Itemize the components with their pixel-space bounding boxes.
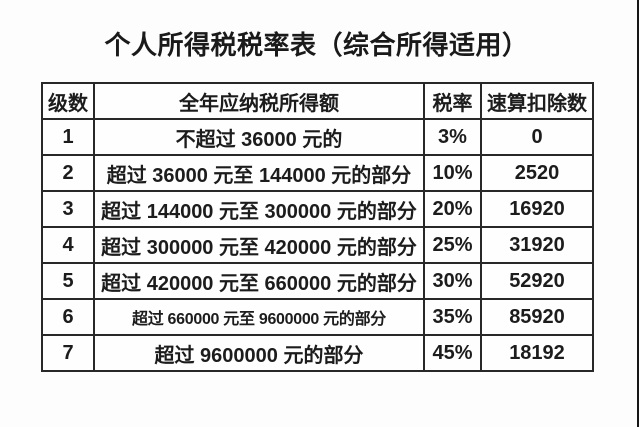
rate-cell: 3%	[423, 118, 482, 156]
income-cell: 超过 420000 元至 660000 元的部分	[93, 262, 425, 300]
income-cell: 超过 36000 元至 144000 元的部分	[93, 154, 425, 192]
income-text: 超过 36000 元至 144000 元的部分	[106, 164, 412, 187]
level-cell: 2	[41, 154, 95, 192]
rate-cell: 30%	[423, 262, 482, 300]
table-row: 1 不超过 36000 元的 3% 0	[41, 118, 594, 156]
income-cell: 超过 300000 元至 420000 元的部分	[93, 226, 425, 264]
income-text: 超过 660000 元至 9600000 元的部分	[132, 311, 386, 328]
table-row: 6 超过 660000 元至 9600000 元的部分 35% 85920	[41, 298, 594, 336]
page-title: 个人所得税税率表（综合所得适用）	[104, 30, 529, 60]
level-cell: 1	[41, 118, 95, 156]
rate-cell: 35%	[423, 298, 482, 336]
income-cell: 不超过 36000 元的	[93, 118, 425, 156]
deduction-cell: 0	[480, 118, 594, 156]
level-cell: 7	[41, 334, 95, 372]
rate-cell: 45%	[423, 334, 482, 372]
table-row: 4 超过 300000 元至 420000 元的部分 25% 31920	[41, 226, 594, 264]
table-row: 5 超过 420000 元至 660000 元的部分 30% 52920	[41, 262, 594, 300]
deduction-cell: 85920	[480, 298, 594, 336]
column-header-level: 级数	[41, 82, 95, 120]
level-cell: 3	[41, 190, 95, 228]
column-header-deduction: 速算扣除数	[480, 82, 594, 120]
level-cell: 4	[41, 226, 95, 264]
income-text: 不超过 36000 元的	[175, 128, 343, 151]
column-header-income: 全年应纳税所得额	[93, 82, 425, 120]
income-text: 超过 300000 元至 420000 元的部分	[101, 236, 417, 259]
table-row: 3 超过 144000 元至 300000 元的部分 20% 16920	[41, 190, 594, 228]
rate-cell: 20%	[423, 190, 482, 228]
income-cell: 超过 144000 元至 300000 元的部分	[93, 190, 425, 228]
image-right-edge-line	[637, 0, 639, 427]
table-row: 7 超过 9600000 元的部分 45% 18192	[41, 334, 594, 372]
income-cell: 超过 660000 元至 9600000 元的部分	[93, 298, 425, 336]
deduction-cell: 52920	[480, 262, 594, 300]
level-cell: 6	[41, 298, 95, 336]
column-header-rate: 税率	[423, 82, 482, 120]
rate-cell: 10%	[423, 154, 482, 192]
deduction-cell: 18192	[480, 334, 594, 372]
income-text: 超过 420000 元至 660000 元的部分	[101, 272, 417, 295]
tax-rate-table: 级数 全年应纳税所得额 税率 速算扣除数 1 不超过 36000 元的 3% 0…	[41, 82, 594, 372]
rate-cell: 25%	[423, 226, 482, 264]
deduction-cell: 31920	[480, 226, 594, 264]
table-row: 2 超过 36000 元至 144000 元的部分 10% 2520	[41, 154, 594, 192]
level-cell: 5	[41, 262, 95, 300]
income-text: 超过 144000 元至 300000 元的部分	[101, 200, 417, 223]
income-text: 超过 9600000 元的部分	[154, 344, 364, 367]
deduction-cell: 16920	[480, 190, 594, 228]
deduction-cell: 2520	[480, 154, 594, 192]
table-header-row: 级数 全年应纳税所得额 税率 速算扣除数	[41, 82, 594, 120]
income-cell: 超过 9600000 元的部分	[93, 334, 425, 372]
